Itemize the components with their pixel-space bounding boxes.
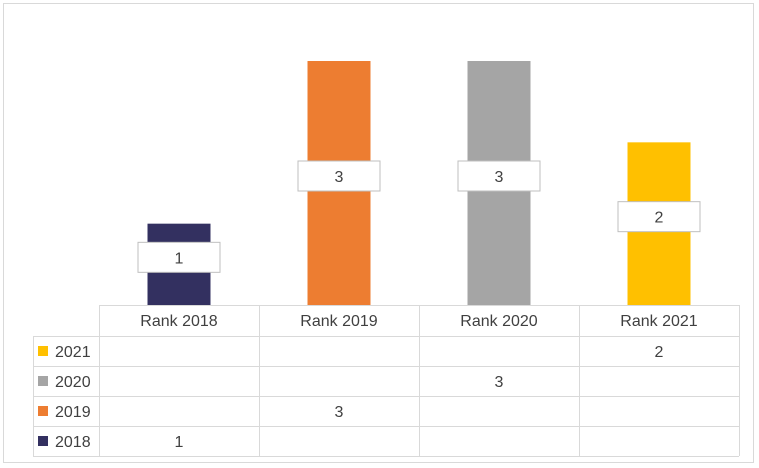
chart-frame <box>3 3 754 463</box>
legend-key <box>38 436 48 446</box>
category-label: Rank 2020 <box>460 313 537 330</box>
category-label: Rank 2018 <box>140 313 217 330</box>
legend-key <box>38 406 48 416</box>
table-value: 3 <box>495 374 504 391</box>
legend-label: 2020 <box>55 374 91 391</box>
legend-key <box>38 346 48 356</box>
data-label-box <box>457 160 541 192</box>
data-label-box <box>297 160 381 192</box>
data-label: 3 <box>495 169 504 186</box>
data-label-box <box>617 201 701 233</box>
data-label: 1 <box>175 250 184 267</box>
legend-key <box>38 376 48 386</box>
data-label: 2 <box>655 210 664 227</box>
data-label-box <box>137 241 221 273</box>
data-label: 3 <box>335 169 344 186</box>
legend-label: 2018 <box>55 434 91 451</box>
table-value: 1 <box>175 434 184 451</box>
legend-label: 2019 <box>55 404 91 421</box>
table-value: 3 <box>335 404 344 421</box>
table-value: 2 <box>655 344 664 361</box>
category-label: Rank 2021 <box>620 313 697 330</box>
category-label: Rank 2019 <box>300 313 377 330</box>
legend-label: 2021 <box>55 344 91 361</box>
